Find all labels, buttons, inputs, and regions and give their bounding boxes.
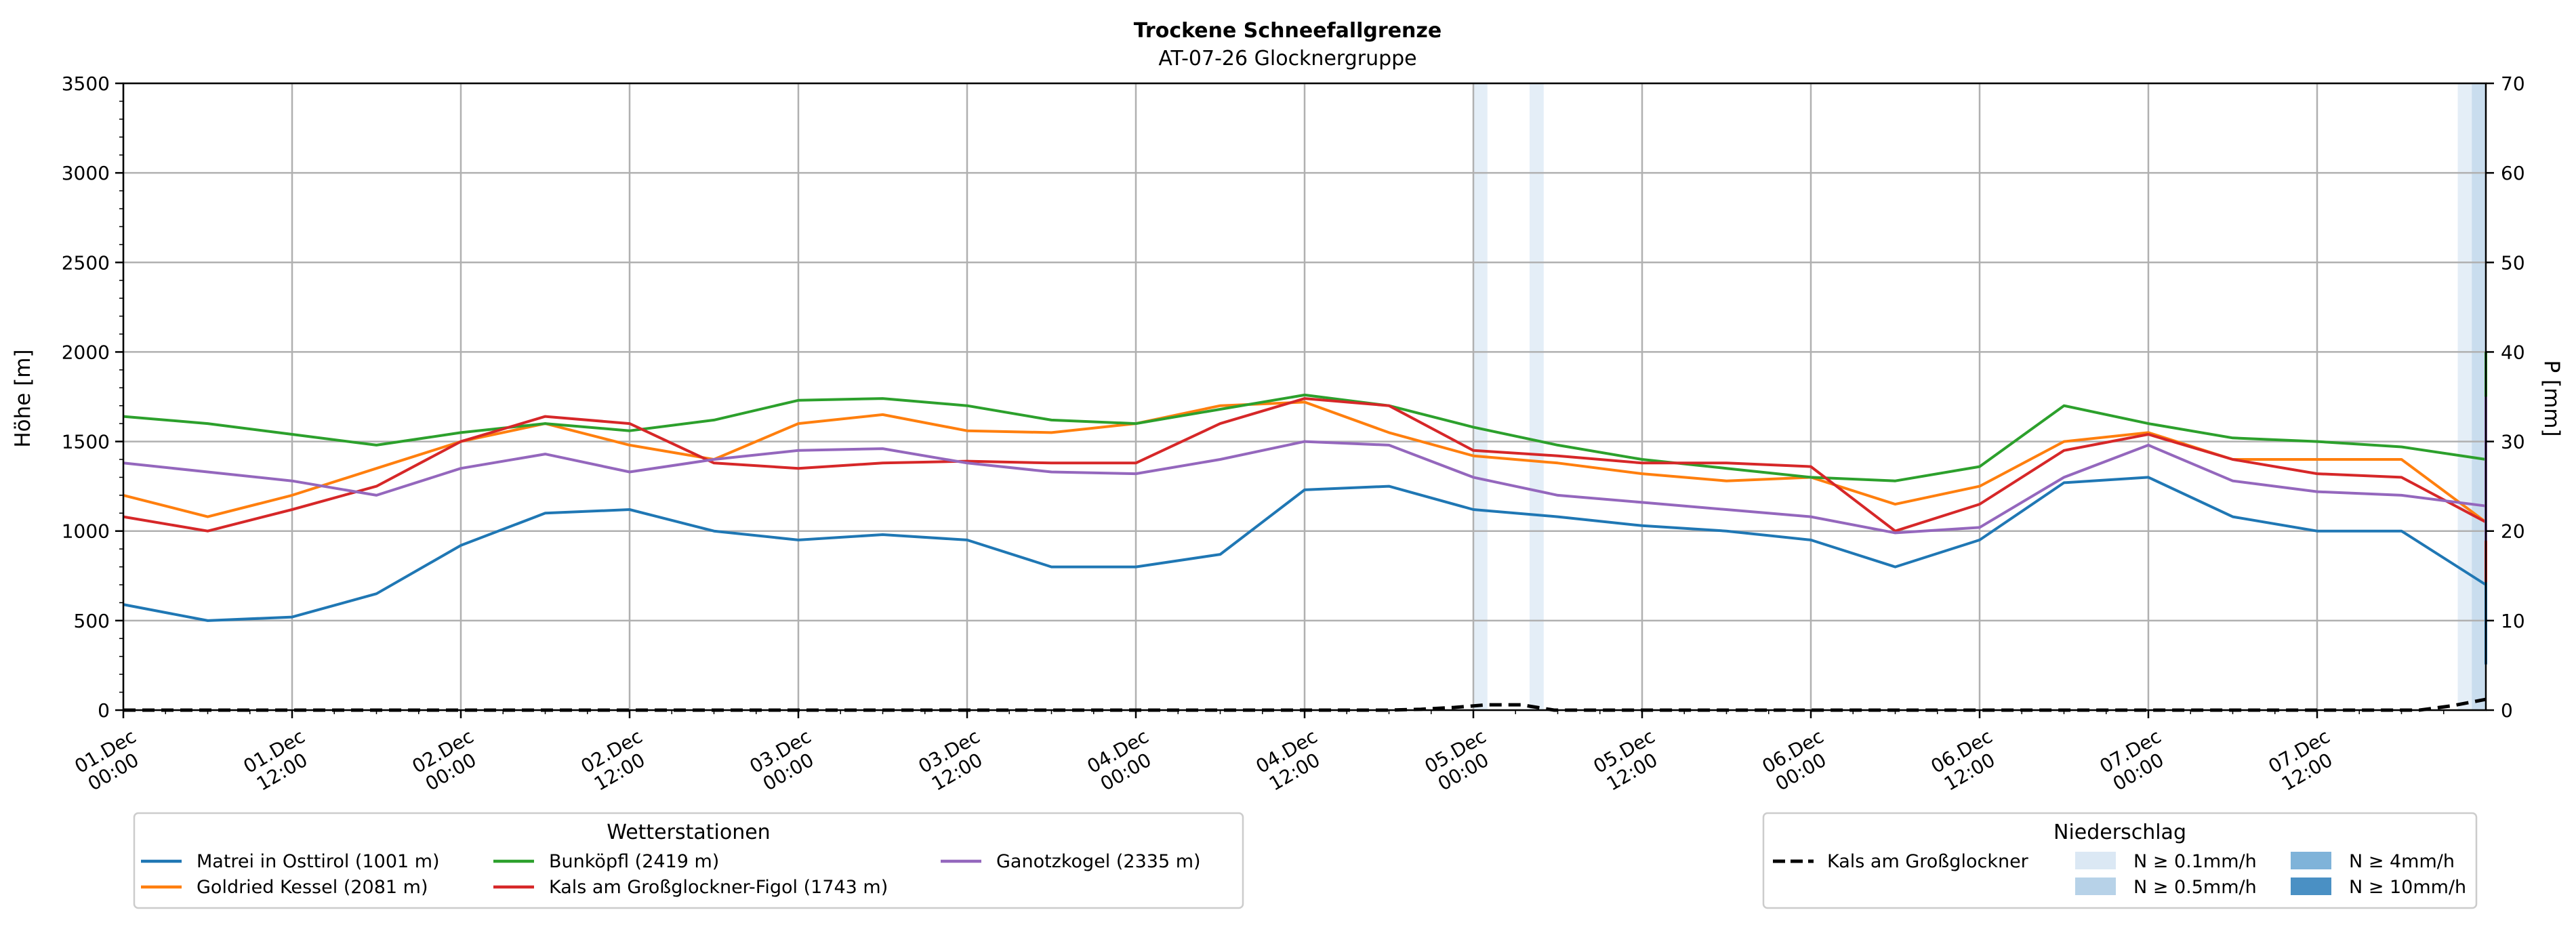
legend-precipitation: Niederschlag Kals am Großglockner N ≥ 0.1m…	[1762, 812, 2478, 909]
legend-class-swatch-1	[2075, 878, 2116, 895]
ytick-label-left-7: 3500	[62, 73, 110, 95]
precip-bands	[1473, 83, 2486, 710]
ytick-label-right-6: 60	[2501, 162, 2525, 184]
ytick-label-right-2: 20	[2501, 520, 2525, 543]
legend-stations: Wetterstationen Matrei in Osttirol (1001 …	[133, 812, 1244, 909]
ytick-label-right-7: 70	[2501, 73, 2525, 95]
ytick-label-left-6: 3000	[62, 162, 110, 184]
legend-class-label-0: N ≥ 0.1mm/h	[2133, 851, 2257, 872]
legend-label-1: Goldried Kessel (2081 m)	[197, 877, 428, 898]
ytick-label-left-1: 500	[74, 610, 110, 632]
ytick-label-right-4: 40	[2501, 341, 2525, 363]
ytick-label-right-0: 0	[2501, 699, 2513, 722]
legend-precip-line-label: Kals am Großglockner	[1827, 851, 2029, 872]
legend-precip-title: Niederschlag	[2053, 821, 2186, 844]
ytick-label-right-5: 50	[2501, 251, 2525, 274]
legend-class-swatch-2	[2291, 852, 2331, 869]
legend-label-3: Kals am Großglockner-Figol (1743 m)	[549, 877, 888, 898]
precip-band-2	[2457, 83, 2472, 710]
legend-stations-title: Wetterstationen	[607, 821, 770, 844]
ytick-label-right-3: 30	[2501, 431, 2525, 453]
legend-stations-box	[133, 812, 1244, 909]
legend-label-0: Matrei in Osttirol (1001 m)	[197, 851, 440, 872]
ytick-label-left-5: 2500	[62, 251, 110, 274]
chart-subtitle: AT-07-26 Glocknergruppe	[1158, 47, 1416, 70]
y-axis-label-right: P [mm]	[2539, 360, 2564, 436]
ytick-label-left-4: 2000	[62, 341, 110, 363]
legend-class-swatch-0	[2075, 852, 2116, 869]
ytick-label-left-3: 1500	[62, 431, 110, 453]
ytick-label-left-2: 1000	[62, 520, 110, 543]
y-axis-label-left: Höhe [m]	[11, 349, 35, 447]
precip-band-0	[1473, 83, 1488, 710]
ytick-label-left-0: 0	[98, 699, 110, 722]
legend-class-label-1: N ≥ 0.5mm/h	[2133, 877, 2257, 898]
precip-band-3	[2472, 83, 2486, 710]
ytick-label-right-1: 10	[2501, 610, 2525, 632]
legend-class-label-2: N ≥ 4mm/h	[2349, 851, 2455, 872]
legend-class-swatch-3	[2291, 878, 2331, 895]
legend-label-4: Ganotzkogel (2335 m)	[996, 851, 1201, 872]
precip-band-1	[1530, 83, 1544, 710]
legend-label-2: Bunköpfl (2419 m)	[549, 851, 719, 872]
chart-title: Trockene Schneefallgrenze	[1134, 19, 1442, 43]
legend-class-label-3: N ≥ 10mm/h	[2349, 877, 2466, 898]
